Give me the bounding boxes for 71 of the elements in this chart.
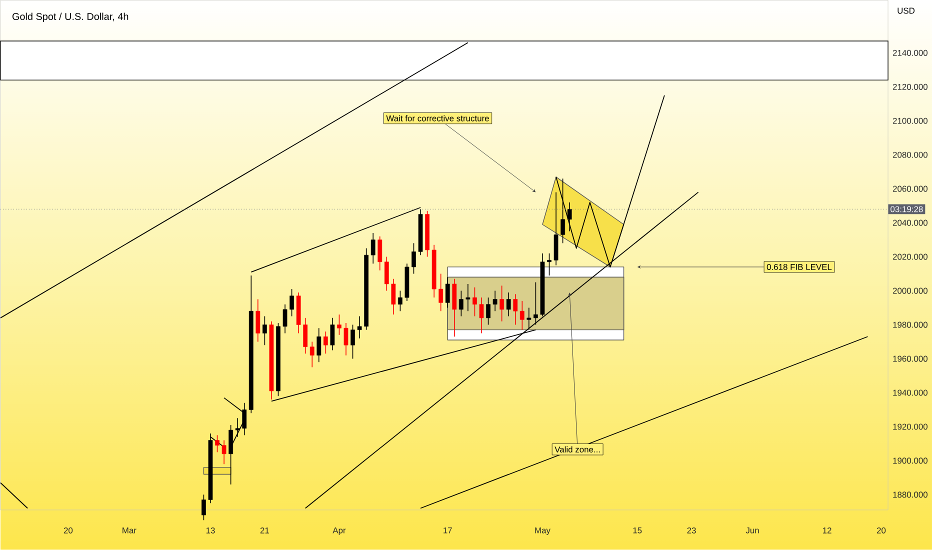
candlestick — [357, 316, 362, 339]
candlestick — [560, 178, 565, 244]
candlestick — [445, 276, 450, 308]
candlestick — [344, 322, 348, 356]
y-tick-label: 2080.000 — [892, 152, 928, 158]
candlestick — [290, 288, 294, 317]
candlestick — [472, 286, 477, 317]
text: Gold Spot / U.S. Dollar, 4h — [12, 12, 128, 22]
candlestick — [262, 316, 267, 346]
candlestick — [486, 297, 490, 326]
annotation: Wait for corrective structure — [386, 115, 489, 122]
candlestick — [479, 297, 484, 334]
candlestick — [412, 242, 416, 274]
x-tick-label: 23 — [687, 527, 696, 534]
candlestick — [506, 292, 511, 317]
y-tick-label: 2060.000 — [892, 186, 928, 192]
candlestick — [303, 318, 308, 354]
text: 03:19:28 — [890, 206, 923, 212]
candlestick — [526, 307, 532, 329]
candlestick — [458, 290, 464, 317]
x-tick-label: May — [535, 527, 550, 536]
y-tick-label: 2040.000 — [892, 220, 928, 226]
candlestick — [310, 341, 314, 368]
candlestick — [222, 440, 226, 464]
candlestick — [316, 328, 322, 363]
candlestick — [384, 256, 389, 292]
candlestick — [370, 232, 376, 264]
candlestick — [438, 273, 444, 312]
y-axis-title: USD — [898, 8, 915, 14]
candlestick — [202, 494, 206, 521]
y-tick-label: 1900.000 — [893, 458, 928, 464]
y-tick-label: 1980.000 — [893, 322, 928, 328]
y-tick-label: 2020.000 — [892, 254, 928, 260]
y-tick-label: 2100.000 — [892, 118, 928, 124]
candlestick — [215, 434, 220, 453]
candlestick — [337, 314, 342, 336]
y-tick-label: 1940.000 — [893, 390, 928, 396]
y-tick-label: 2140.000 — [892, 50, 928, 56]
candlestick — [282, 304, 288, 334]
candlestick — [567, 202, 572, 232]
y-tick-label: 2120.000 — [892, 84, 928, 90]
candlestick — [534, 282, 538, 326]
x-tick-label: Mar — [122, 527, 136, 534]
x-tick-label: 21 — [260, 527, 269, 534]
candlestick — [513, 294, 518, 326]
candlestick — [398, 290, 402, 312]
x-tick-label: 12 — [822, 527, 832, 534]
candlestick — [391, 278, 396, 315]
candlestick — [323, 331, 328, 354]
candlestick — [500, 285, 504, 322]
x-tick-label: 13 — [206, 527, 215, 534]
x-tick-label: 20 — [876, 527, 886, 534]
candlestick — [466, 284, 470, 312]
x-tick-label: 20 — [64, 527, 73, 534]
y-tick-label: 2000.000 — [892, 288, 928, 294]
candlestick — [350, 324, 355, 360]
y-tick-label: 1960.000 — [893, 356, 928, 362]
candlestick — [256, 298, 260, 342]
x-tick-label: 15 — [633, 527, 642, 534]
y-tick-label: 1920.000 — [893, 424, 928, 430]
x-tick-label: Apr — [332, 527, 346, 536]
candlestick — [330, 318, 335, 351]
annotation: 0.618 FIB LEVEL — [766, 264, 832, 270]
candlestick — [547, 253, 552, 276]
annotation: Valid zone... — [554, 446, 600, 453]
candlestick — [378, 236, 382, 271]
x-tick-label: 17 — [444, 527, 452, 534]
y-tick-label: 1880.000 — [893, 492, 928, 498]
candlestick — [492, 290, 498, 312]
candlestick — [520, 300, 524, 330]
x-tick-label: Jun — [746, 527, 759, 534]
